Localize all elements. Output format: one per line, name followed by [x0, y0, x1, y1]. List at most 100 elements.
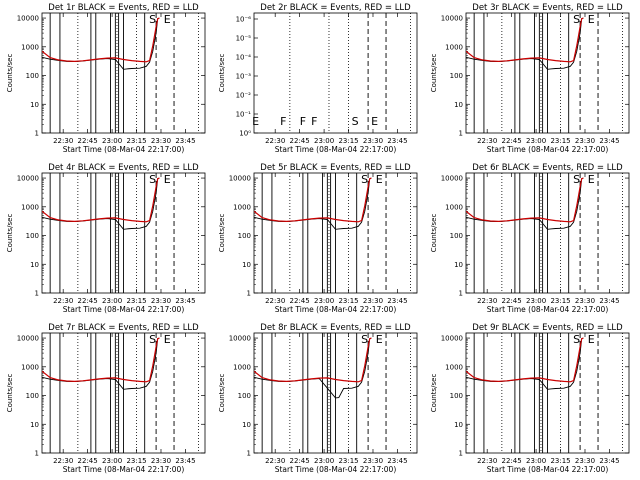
x-tick-label: 23:15 [550, 297, 570, 305]
y-axis-label: Counts/sec [218, 54, 226, 93]
panel-det-7r: Det 7r BLACK = Events, RED = LLD 1 10 100 10… [6, 323, 206, 474]
x-tick-label: 23:00 [314, 457, 334, 465]
x-axis-label: Start Time (08-Mar-04 22:17:00) [63, 465, 185, 474]
y-tick-label: 10000 [17, 15, 39, 23]
y-axis-label: Counts/sec [218, 374, 226, 413]
x-tick-label: 23:15 [126, 297, 146, 305]
x-tick-label: 23:15 [338, 137, 358, 145]
x-tick-label: 23:45 [599, 137, 619, 145]
y-tick-label: 10000 [17, 335, 39, 343]
flag-letter: F [280, 115, 286, 128]
x-tick-label: 23:00 [102, 457, 122, 465]
panel-det-5r: Det 5r BLACK = Events, RED = LLD 1 10 100 10… [218, 163, 418, 314]
panel-det-1r: Det 1r BLACK = Events, RED = LLD 1 10 100 10… [6, 3, 206, 154]
x-tick-label: 22:30 [53, 457, 73, 465]
plot-area [466, 173, 623, 293]
x-tick-label: 23:45 [175, 457, 195, 465]
y-axis-label: Counts/sec [6, 214, 14, 253]
y-tick-label: 1000 [445, 203, 463, 211]
y-tick-label: 10⁻⁵ [236, 35, 252, 43]
y-tick-label: 1 [459, 130, 463, 138]
y-tick-label: 100 [26, 232, 39, 240]
panel-title: Det 4r BLACK = Events, RED = LLD [48, 163, 199, 173]
x-axis-label: Start Time (08-Mar-04 22:17:00) [487, 145, 609, 154]
plot-area [466, 333, 623, 453]
x-axis-label: Start Time (08-Mar-04 22:17:00) [275, 145, 397, 154]
series-line-lld [254, 177, 372, 223]
y-tick-label: 10⁻² [236, 92, 252, 100]
y-tick-label: 10⁻⁴ [236, 54, 252, 62]
y-tick-label: 1 [35, 450, 39, 458]
flag-letter: E [164, 333, 171, 346]
panel-det-4r: Det 4r BLACK = Events, RED = LLD 1 10 100 10… [6, 163, 206, 314]
x-tick-label: 22:30 [477, 297, 497, 305]
x-tick-label: 22:30 [53, 137, 73, 145]
x-tick-label: 22:45 [290, 457, 310, 465]
x-tick-label: 22:30 [477, 137, 497, 145]
y-axis-label: Counts/sec [430, 54, 438, 93]
y-tick-label: 100 [450, 392, 463, 400]
x-tick-label: 23:00 [314, 297, 334, 305]
y-tick-label: 10000 [229, 335, 251, 343]
x-axis-label: Start Time (08-Mar-04 22:17:00) [275, 305, 397, 314]
y-tick-label: 10⁻⁶ [236, 16, 252, 24]
y-tick-label: 10 [242, 261, 251, 269]
y-tick-label: 1000 [445, 363, 463, 371]
panel-det-2r: Det 2r BLACK = Events, RED = LLD 10⁰ 10⁻¹ 1… [218, 3, 418, 154]
y-axis-label: Counts/sec [6, 374, 14, 413]
x-tick-label: 23:45 [387, 457, 407, 465]
x-tick-label: 23:30 [575, 137, 595, 145]
y-tick-label: 1000 [233, 363, 251, 371]
series-line-lld [42, 17, 160, 63]
x-tick-label: 22:45 [78, 297, 98, 305]
x-tick-label: 22:45 [502, 297, 522, 305]
panel-title: Det 3r BLACK = Events, RED = LLD [472, 3, 623, 13]
x-axis-label: Start Time (08-Mar-04 22:17:00) [487, 305, 609, 314]
flag-letter: E [252, 115, 259, 128]
x-tick-label: 23:15 [550, 457, 570, 465]
panel-det-9r: Det 9r BLACK = Events, RED = LLD 1 10 100 10… [430, 323, 630, 474]
x-tick-label: 23:45 [599, 457, 619, 465]
flag-letter: E [371, 115, 378, 128]
y-tick-label: 100 [26, 392, 39, 400]
flag-letter: E [588, 13, 595, 26]
y-tick-label: 10 [454, 261, 463, 269]
y-tick-label: 100 [26, 72, 39, 80]
x-tick-label: 23:30 [151, 297, 171, 305]
flag-letter: F [300, 115, 306, 128]
x-tick-label: 23:30 [151, 137, 171, 145]
series-line-lld [42, 177, 160, 223]
x-tick-label: 22:30 [53, 297, 73, 305]
y-tick-label: 1000 [21, 43, 39, 51]
x-axis-label: Start Time (08-Mar-04 22:17:00) [487, 465, 609, 474]
y-tick-label: 10 [454, 421, 463, 429]
y-tick-label: 1 [247, 290, 251, 298]
flag-letter: E [376, 333, 383, 346]
x-tick-label: 22:30 [265, 297, 285, 305]
x-tick-label: 22:30 [477, 457, 497, 465]
y-tick-label: 10000 [441, 335, 463, 343]
flag-letter: E [588, 173, 595, 186]
plot-area [289, 13, 411, 133]
x-tick-label: 23:15 [126, 457, 146, 465]
panel-det-6r: Det 6r BLACK = Events, RED = LLD 1 10 100 10… [430, 163, 630, 314]
x-axis-label: Start Time (08-Mar-04 22:17:00) [63, 305, 185, 314]
x-tick-label: 22:45 [78, 457, 98, 465]
y-tick-label: 10000 [441, 175, 463, 183]
y-axis-label: Counts/sec [430, 214, 438, 253]
y-tick-label: 1 [35, 130, 39, 138]
y-tick-label: 1 [35, 290, 39, 298]
x-tick-label: 22:45 [78, 137, 98, 145]
x-tick-label: 23:00 [102, 137, 122, 145]
y-tick-label: 100 [238, 232, 251, 240]
y-tick-label: 10000 [441, 15, 463, 23]
y-tick-label: 1000 [233, 203, 251, 211]
flag-letter: S [149, 173, 156, 186]
x-tick-label: 23:15 [338, 297, 358, 305]
x-tick-label: 23:00 [314, 137, 334, 145]
panel-title: Det 6r BLACK = Events, RED = LLD [472, 163, 623, 173]
flag-letter: E [376, 173, 383, 186]
x-tick-label: 22:45 [502, 457, 522, 465]
x-tick-label: 22:45 [290, 137, 310, 145]
x-tick-label: 22:45 [290, 297, 310, 305]
